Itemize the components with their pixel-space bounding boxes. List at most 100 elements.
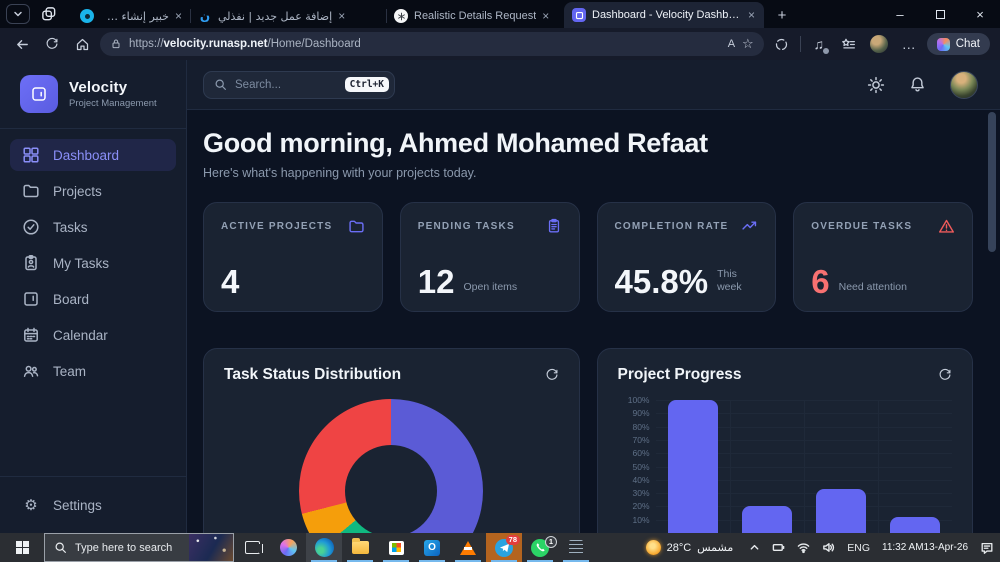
- taskbar-search[interactable]: Type here to search: [44, 533, 234, 562]
- stat-card-active-projects[interactable]: ACTIVE PROJECTS 4: [203, 202, 383, 312]
- search-input[interactable]: [235, 78, 337, 91]
- stat-value: 4: [221, 263, 240, 301]
- refresh-button[interactable]: [938, 368, 952, 382]
- stat-card-pending-tasks[interactable]: PENDING TASKS 12 Open items: [399, 202, 580, 312]
- progress-bar: [667, 400, 718, 533]
- refresh-icon: [46, 37, 58, 49]
- search-icon: [215, 79, 226, 90]
- tray-expand-button[interactable]: [743, 533, 766, 562]
- outlook-button[interactable]: O: [414, 533, 450, 562]
- whatsapp-button[interactable]: 1: [522, 533, 558, 562]
- browser-toolbar: https://velocity.runasp.net/Home/Dashboa…: [0, 28, 1000, 60]
- stat-label: PENDING TASKS: [417, 220, 515, 232]
- sidebar-item-label: Dashboard: [53, 147, 120, 163]
- trending-up-icon: [741, 218, 758, 235]
- sidebar-item-label: Team: [53, 363, 87, 379]
- back-button[interactable]: [10, 32, 34, 56]
- refresh-button[interactable]: [545, 368, 559, 382]
- browser-tab-3[interactable]: Realistic Details Request ×: [386, 4, 564, 28]
- browser-tab-active[interactable]: Dashboard - Velocity Dashboard ×: [564, 2, 764, 28]
- action-center-button[interactable]: [974, 533, 1000, 562]
- sidebar-item-team[interactable]: Team: [10, 355, 176, 387]
- page-scrollbar[interactable]: [988, 112, 996, 252]
- y-tick-label: 40%: [632, 474, 650, 485]
- tab-search-button[interactable]: [6, 4, 30, 24]
- progress-bar: [815, 489, 866, 533]
- home-icon: [76, 38, 88, 50]
- progress-bar: [889, 517, 940, 533]
- volume-indicator[interactable]: [816, 533, 841, 562]
- clock[interactable]: 11:32 AM 13-Apr-26: [876, 533, 974, 562]
- sidebar-item-settings[interactable]: ⚙ Settings: [10, 489, 176, 521]
- system-tray: ENG 11:32 AM 13-Apr-26: [743, 533, 1000, 562]
- progress-bar: [741, 506, 792, 533]
- tab-close-icon[interactable]: ×: [542, 9, 550, 23]
- tab-close-icon[interactable]: ×: [748, 8, 756, 22]
- notepad-button[interactable]: [558, 533, 594, 562]
- vlc-icon: [460, 540, 476, 555]
- stat-card-completion-rate[interactable]: COMPLETION RATE 45.8% This week: [596, 202, 777, 312]
- favorites-list-button[interactable]: [837, 32, 861, 56]
- read-aloud-button[interactable]: A: [727, 38, 736, 50]
- sidebar-item-calendar[interactable]: Calendar: [10, 319, 176, 351]
- wifi-indicator[interactable]: [791, 533, 816, 562]
- favorite-star-button[interactable]: ☆: [742, 36, 754, 51]
- tab-close-icon[interactable]: ×: [174, 9, 182, 23]
- sidebar-item-tasks[interactable]: Tasks: [10, 211, 176, 243]
- battery-indicator[interactable]: [766, 533, 791, 562]
- address-bar[interactable]: https://velocity.runasp.net/Home/Dashboa…: [100, 32, 764, 56]
- profile-avatar-button[interactable]: [867, 32, 891, 56]
- store-button[interactable]: [378, 533, 414, 562]
- charts-row: Task Status Distribution Project Progres…: [203, 348, 973, 533]
- tab-close-icon[interactable]: ×: [338, 9, 346, 23]
- edge-taskbar-button[interactable]: [306, 533, 342, 562]
- sidebar-item-my-tasks[interactable]: My Tasks: [10, 247, 176, 279]
- stat-label: ACTIVE PROJECTS: [221, 221, 333, 232]
- alert-triangle-icon: [938, 218, 955, 235]
- weather-widget[interactable]: 28°C مشمس: [636, 540, 744, 555]
- stats-row: ACTIVE PROJECTS 4 PENDING TASKS: [203, 202, 973, 312]
- vlc-button[interactable]: [450, 533, 486, 562]
- workspaces-button[interactable]: [36, 3, 62, 25]
- user-avatar[interactable]: [950, 70, 978, 99]
- file-explorer-button[interactable]: [342, 533, 378, 562]
- new-tab-button[interactable]: +: [777, 6, 787, 24]
- notifications-button[interactable]: [909, 76, 926, 93]
- y-tick-label: 30%: [632, 488, 650, 499]
- copilot-button[interactable]: [270, 533, 306, 562]
- outlook-icon: O: [424, 539, 440, 556]
- sidebar-item-board[interactable]: Board: [10, 283, 176, 315]
- browser-tab-1[interactable]: خبير إنشاء صفحات هبوط ومسارات بي ×: [72, 4, 190, 28]
- brand: Velocity Project Management: [0, 60, 186, 129]
- favorites-list-icon: [842, 38, 856, 48]
- language-indicator[interactable]: ENG: [847, 541, 871, 554]
- donut-chart: [299, 399, 484, 533]
- app-search[interactable]: Ctrl+K: [203, 70, 395, 99]
- task-view-button[interactable]: [234, 533, 270, 562]
- home-button[interactable]: [70, 32, 94, 56]
- clipboard-icon: [546, 218, 562, 234]
- sidebar-item-projects[interactable]: Projects: [10, 175, 176, 207]
- y-tick-label: 70%: [632, 434, 650, 445]
- browser-essentials-button[interactable]: [770, 32, 794, 56]
- maximize-button[interactable]: [920, 0, 960, 28]
- media-controls-button[interactable]: ♫: [807, 32, 831, 56]
- theme-toggle-button[interactable]: [867, 76, 885, 94]
- folder-icon: [348, 218, 365, 235]
- browser-tab-2[interactable]: ن إضافة عمل جديد | نفذلي ×: [190, 4, 386, 28]
- tab-favicon: [80, 9, 94, 23]
- copilot-chat-button[interactable]: Chat: [926, 33, 990, 55]
- close-button[interactable]: ×: [976, 6, 984, 22]
- sidebar-item-dashboard[interactable]: Dashboard: [10, 139, 176, 171]
- telegram-button[interactable]: 78: [486, 533, 522, 562]
- bing-daily-image[interactable]: [189, 534, 233, 561]
- y-axis: 100% 90% 80% 70% 60% 50% 40% 30% 20% 10%: [618, 395, 656, 533]
- minimize-button[interactable]: –: [896, 6, 904, 22]
- settings-menu-button[interactable]: …: [901, 36, 916, 52]
- start-button[interactable]: [0, 533, 44, 562]
- copilot-icon: [279, 539, 297, 556]
- refresh-button[interactable]: [40, 32, 64, 56]
- stat-card-overdue-tasks[interactable]: OVERDUE TASKS 6 Need attention: [793, 202, 973, 312]
- stat-sub: Open items: [463, 281, 518, 294]
